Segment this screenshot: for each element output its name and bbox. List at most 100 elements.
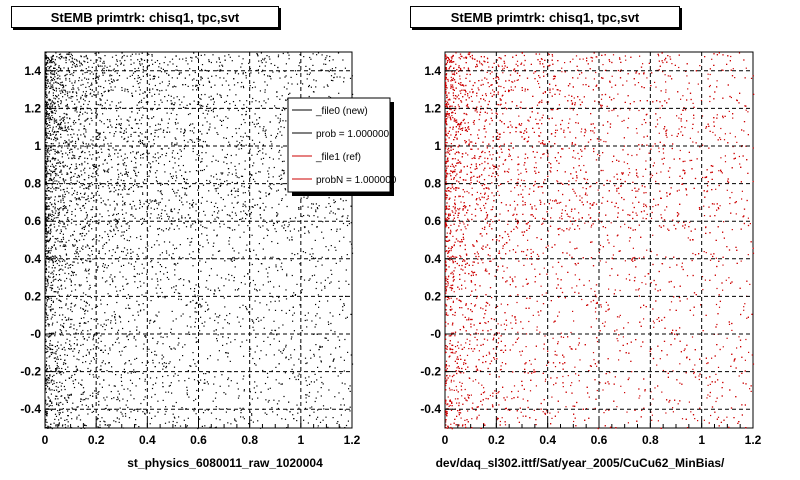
data-point [47,323,49,325]
data-point [85,129,87,131]
data-point [140,218,142,220]
data-point [53,82,55,84]
data-point [45,138,47,140]
data-point [45,263,47,266]
data-point [68,192,70,194]
data-point [271,241,273,243]
data-point [160,212,163,214]
data-point [308,383,311,385]
data-point [65,342,67,344]
data-point [256,119,258,121]
data-point [248,423,250,425]
data-point [218,57,220,59]
data-point [306,197,308,199]
data-point [267,376,269,378]
data-point [45,169,47,172]
data-point [45,399,47,401]
data-point [190,56,192,59]
data-point [90,297,92,299]
data-point [117,294,119,296]
data-point [46,202,48,204]
data-point [154,61,156,63]
data-point [80,56,82,58]
data-point [198,286,200,288]
data-point [131,95,134,97]
data-point [207,304,209,306]
data-point [125,173,127,175]
data-point [52,58,54,60]
data-point [82,399,84,401]
data-point [143,309,145,311]
data-point [278,400,280,402]
data-point [80,344,82,346]
data-point [100,349,102,351]
data-point [227,422,229,424]
data-point [115,322,117,324]
data-point [96,173,98,175]
data-point [97,78,100,80]
data-point [54,256,56,258]
data-point [46,68,48,70]
data-point [98,146,100,148]
data-point [264,89,266,91]
data-point [74,289,77,291]
data-point [55,168,57,170]
data-point [56,382,58,384]
data-point [139,310,142,312]
data-point [73,120,75,122]
data-point [65,74,67,76]
data-point [58,422,60,424]
data-point [316,54,318,56]
data-point [324,285,326,287]
data-point [48,275,50,277]
data-point [86,157,89,160]
data-point [278,71,280,73]
data-point [104,363,106,365]
data-point [346,217,348,219]
data-point [61,55,63,58]
data-point [164,56,166,58]
data-point [78,414,80,416]
data-point [84,72,86,74]
data-point [45,277,47,279]
data-point [266,372,269,374]
data-point [339,228,341,230]
data-point [148,65,150,67]
data-point [61,319,63,321]
data-point [240,412,242,414]
data-point [86,215,88,217]
data-point [61,307,63,309]
data-point [317,216,319,218]
data-point [288,224,290,226]
data-point [174,102,176,104]
data-point [71,54,73,57]
data-point [116,245,119,247]
data-point [98,221,100,223]
data-point [63,191,66,193]
data-point [200,98,202,100]
data-point [89,255,91,257]
data-point [59,116,61,118]
data-point [335,67,337,69]
data-point [91,253,93,255]
data-point [235,128,237,130]
data-point [143,203,145,205]
data-point [94,215,96,218]
data-point [52,143,54,145]
data-point [184,217,186,219]
data-point [260,391,262,393]
data-point [314,326,316,328]
data-point [94,285,96,287]
data-point [276,334,278,336]
data-point [214,313,216,315]
data-point [56,362,58,364]
data-point [210,201,212,203]
data-point [70,284,72,286]
data-point [109,284,111,286]
data-point [142,71,144,73]
data-point [85,95,87,97]
data-point [252,357,254,360]
data-point [123,187,125,189]
data-point [170,100,172,102]
data-point [124,162,126,164]
